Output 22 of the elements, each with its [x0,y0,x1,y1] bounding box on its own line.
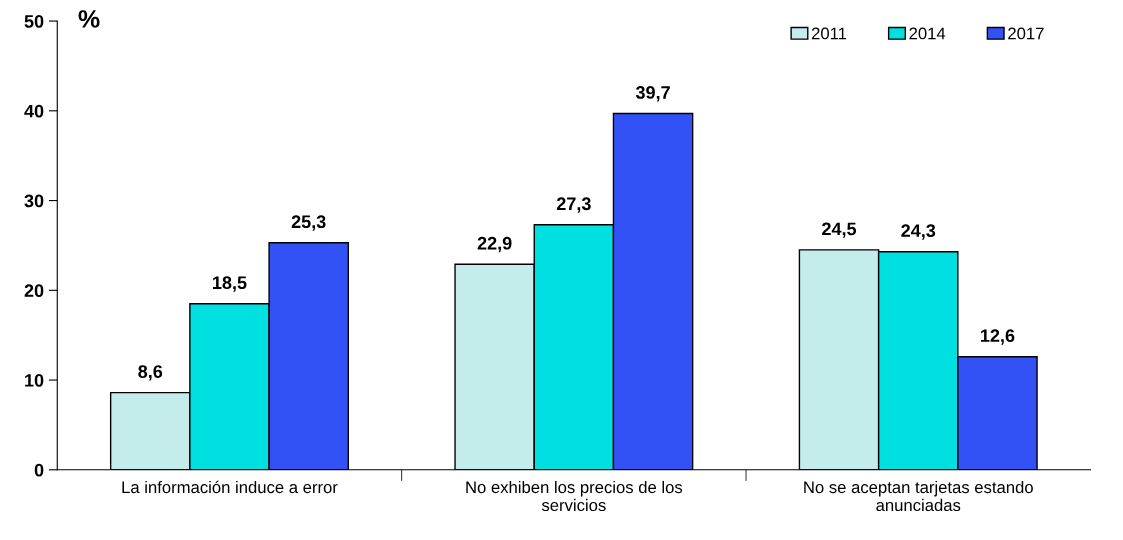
x-tick-label: La información induce a error [122,480,338,494]
data-label: 39,7 [635,86,670,102]
data-label: 24,3 [901,224,936,240]
legend-label: 2017 [1008,27,1044,40]
y-tick-label: 30 [24,194,44,208]
data-label: 8,6 [138,365,163,381]
y-axis-title: % [78,10,100,28]
data-label: 12,6 [981,329,1015,345]
legend-label: 2011 [811,27,847,40]
y-tick-label: 40 [24,104,44,118]
data-label: 18,5 [213,276,247,292]
data-label: 22,9 [477,236,512,253]
y-tick-label: 50 [24,14,44,28]
x-tick-label: No se aceptan tarjetas estando anunciadas [804,480,1033,512]
x-tick-label: No exhiben los precios de los servicios [466,480,683,512]
y-tick-label: 0 [34,463,44,477]
legend-label: 2014 [909,27,946,40]
y-tick-label: 10 [25,373,44,387]
data-label: 24,5 [822,222,857,238]
y-tick-label: 20 [24,284,44,298]
data-label: 27,3 [556,197,591,213]
data-label: 25,3 [291,215,326,231]
